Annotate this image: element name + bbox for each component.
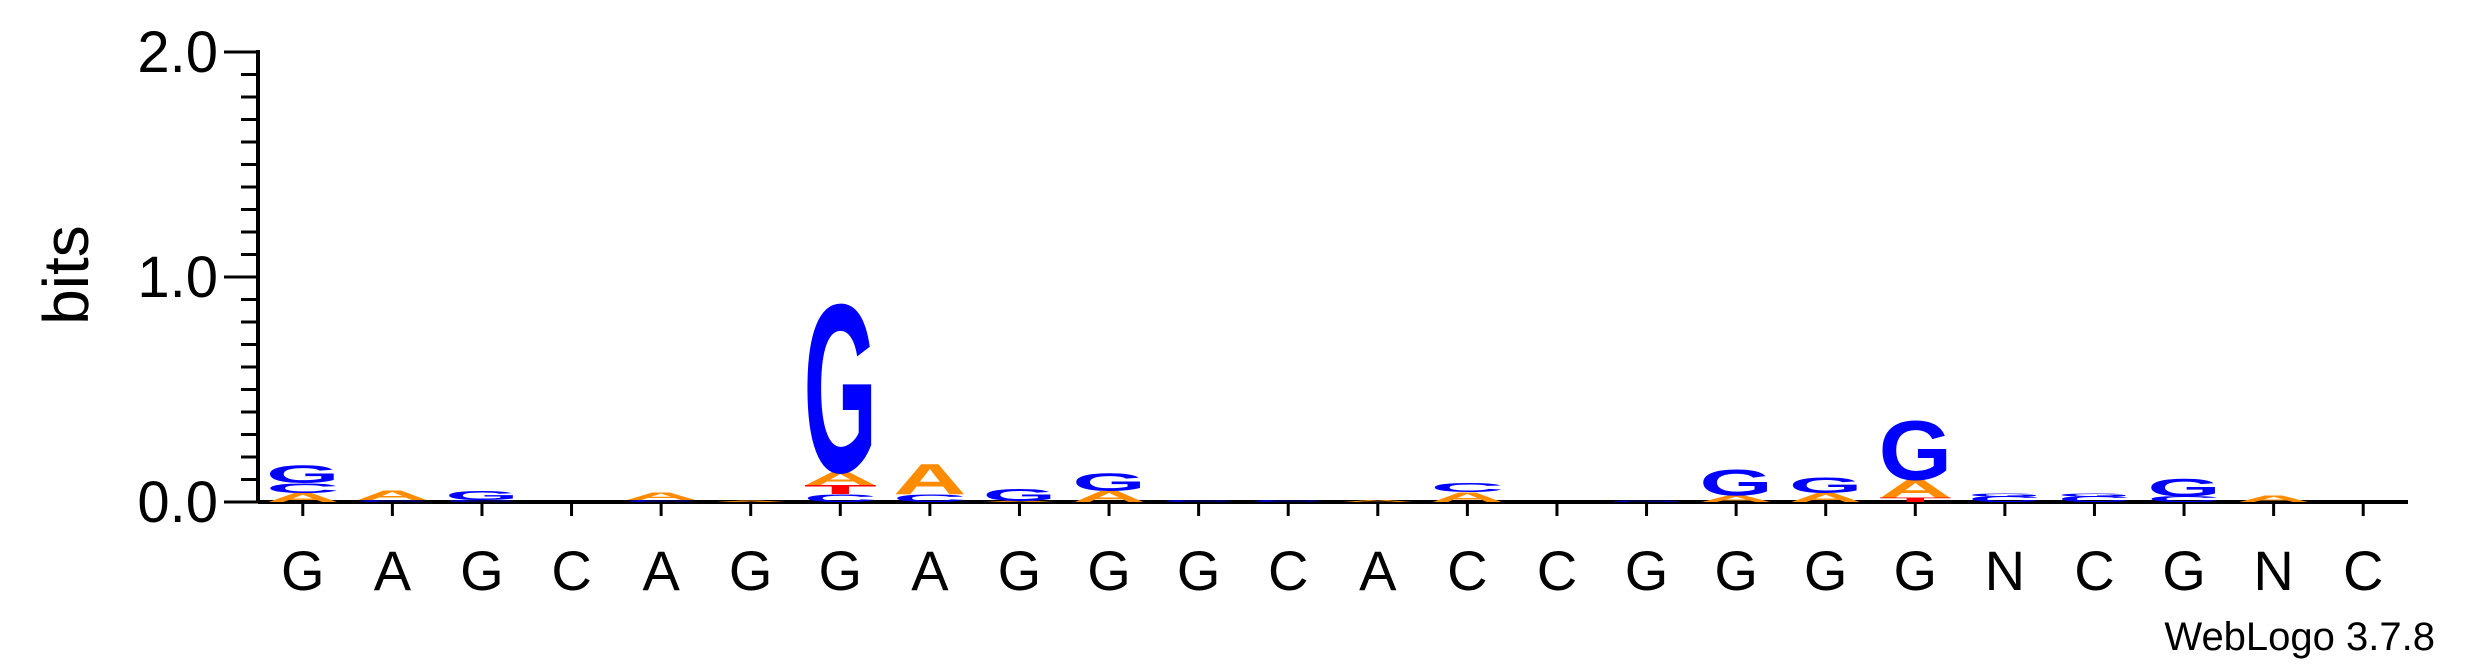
y-tick-label: 2.0 [137,20,218,85]
logo-letter-G: G [983,486,1056,505]
position-label: C [1447,539,1487,602]
logo-letter-C: C [445,499,518,502]
position-label: N [2253,539,2293,602]
logo-letter-C: C [356,499,429,502]
position-label: G [1894,539,1938,602]
logo-letter-A: A [893,454,966,503]
logo-letter-C: C [1251,499,1324,502]
position-label: G [1804,539,1848,602]
logo-letter-C: C [804,492,877,504]
logo-letter-C: C [266,480,339,496]
position-label: C [2343,539,2383,602]
logo-letter-A: A [1341,499,1414,502]
logo-letter-A: A [356,487,429,503]
logo-letter-A: A [1879,475,1952,503]
logo-letter-G: G [2147,474,2220,502]
position-label: G [281,539,325,602]
position-label: G [1177,539,1221,602]
logo-letter-C: C [1162,499,1235,502]
logo-letter-G: G [1789,473,1862,498]
logo-letter-A: A [714,501,787,503]
logo-letter-G: G [445,489,518,503]
position-label: N [1985,539,2025,602]
y-axis: 0.0 1.0 2.0 [137,20,260,535]
position-label: G [819,539,863,602]
position-label: G [1625,539,1669,602]
position-label: G [1714,539,1758,602]
position-label: A [911,539,949,602]
position-label: G [2162,539,2206,602]
logo-letter-G: G [1699,462,1772,504]
logo-letter-A: A [1789,491,1862,505]
logo-letter-A: A [2237,494,2310,504]
logo-letter-G: G [1072,468,1145,496]
logo-letter-A: A [624,490,697,502]
logo-letter-C: C [624,499,697,502]
position-label: G [998,539,1042,602]
y-axis-label: bits [30,225,102,325]
logo-letter-G: G [1610,501,1683,503]
logo-letter-A: A [1072,488,1145,505]
logo-letter-A: A [1699,494,1772,504]
y-tick-label: 0.0 [137,470,218,535]
logo-letter-T: T [1879,496,1952,503]
logo-letter-G: G [804,254,877,523]
logo-letter-G: G [1968,492,2041,497]
logo-letter-C: C [893,492,966,504]
y-tick-label: 1.0 [137,245,218,310]
logo-letter-A: A [983,501,1056,503]
logo-letter-G: G [1879,403,1952,497]
position-label: A [374,539,412,602]
logo-letter-C: C [1431,481,1504,495]
logo-letter-C: C [1968,495,2041,504]
logo-letter-A: A [1431,489,1504,505]
position-label: C [551,539,591,602]
logo-letter-T: T [804,483,877,497]
position-label: C [2074,539,2114,602]
position-label: A [642,539,680,602]
position-label: C [1537,539,1577,602]
logo-letter-A: A [266,491,339,505]
position-label: G [729,539,773,602]
position-label: A [1359,539,1397,602]
position-label: C [1268,539,1308,602]
logo-letter-C: C [2058,495,2131,504]
logo-letter-C: C [2147,495,2220,504]
weblogo-credit: WebLogo 3.7.8 [2164,615,2435,659]
position-label: G [1087,539,1131,602]
logo-letter-G: G [2058,492,2131,497]
position-label: G [460,539,504,602]
logo-letter-G: G [266,460,339,488]
logo-letter-A: A [804,468,877,489]
